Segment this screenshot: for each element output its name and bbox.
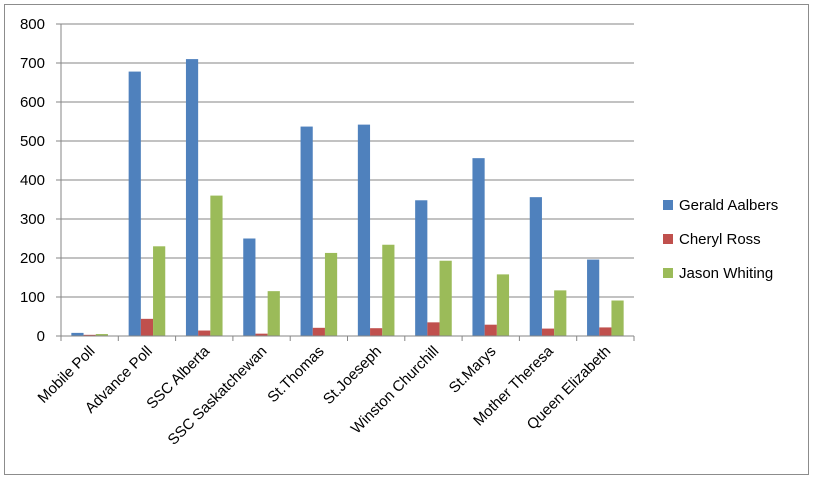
bar-gerald-aalbers bbox=[71, 332, 84, 336]
bar-gerald-aalbers bbox=[472, 158, 485, 336]
legend-label: Jason Whiting bbox=[679, 265, 773, 282]
bar-gerald-aalbers bbox=[529, 197, 542, 336]
y-tick-label: 400 bbox=[20, 172, 45, 189]
legend: Gerald Aalbers Cheryl Ross Jason Whiting bbox=[663, 197, 778, 282]
bar-cheryl-ross bbox=[599, 327, 612, 336]
y-tick-label: 800 bbox=[20, 16, 45, 33]
bar-jason-whiting bbox=[267, 291, 280, 336]
bar-jason-whiting bbox=[324, 252, 338, 336]
y-tick-label: 200 bbox=[20, 250, 45, 267]
bar-cheryl-ross bbox=[370, 328, 383, 336]
bar-gerald-aalbers bbox=[243, 238, 256, 336]
legend-swatch bbox=[663, 234, 673, 244]
bar-jason-whiting bbox=[611, 300, 624, 336]
bar-gerald-aalbers bbox=[185, 59, 199, 336]
y-tick-label: 0 bbox=[37, 328, 45, 345]
x-category-label: St.Thomas bbox=[264, 343, 327, 406]
bar-cheryl-ross bbox=[541, 328, 555, 336]
legend-label: Gerald Aalbers bbox=[679, 197, 778, 214]
bar-jason-whiting bbox=[153, 246, 166, 336]
bar-jason-whiting bbox=[439, 260, 452, 336]
bar-cheryl-ross bbox=[312, 327, 325, 336]
bar-jason-whiting bbox=[210, 195, 223, 336]
bar-jason-whiting bbox=[382, 244, 395, 336]
bar-gerald-aalbers bbox=[415, 200, 428, 336]
y-tick-label: 300 bbox=[20, 211, 45, 228]
bar-gerald-aalbers bbox=[357, 124, 371, 337]
bar-cheryl-ross bbox=[484, 324, 497, 336]
bar-cheryl-ross bbox=[255, 333, 268, 336]
legend-swatch bbox=[663, 268, 673, 278]
x-axis-ticks bbox=[60, 336, 635, 341]
legend-swatch bbox=[663, 200, 673, 210]
y-tick-label: 100 bbox=[20, 289, 45, 306]
bar-gerald-aalbers bbox=[587, 259, 600, 336]
bars bbox=[71, 59, 624, 337]
axes bbox=[56, 24, 634, 337]
legend-label: Cheryl Ross bbox=[679, 231, 761, 248]
bar-cheryl-ross bbox=[140, 318, 154, 336]
y-tick-label: 500 bbox=[20, 133, 45, 150]
x-axis-labels: Mobile Poll Advance Poll SSC Alberta SSC… bbox=[35, 342, 615, 448]
bar-cheryl-ross bbox=[198, 330, 211, 336]
y-tick-label: 700 bbox=[20, 55, 45, 72]
y-tick-label: 600 bbox=[20, 94, 45, 111]
gridlines bbox=[61, 23, 634, 298]
x-category-label: SSC Saskatchewan bbox=[165, 343, 271, 449]
bar-jason-whiting bbox=[95, 334, 108, 336]
bar-jason-whiting bbox=[496, 274, 510, 336]
x-category-label: St.Marys bbox=[446, 343, 500, 397]
bar-gerald-aalbers bbox=[300, 126, 313, 336]
bar-gerald-aalbers bbox=[128, 71, 141, 336]
bar-cheryl-ross bbox=[83, 334, 96, 336]
bar-cheryl-ross bbox=[427, 322, 440, 336]
y-axis-ticks: 0 100 200 300 400 500 600 700 800 bbox=[20, 16, 61, 345]
bar-jason-whiting bbox=[554, 290, 567, 336]
